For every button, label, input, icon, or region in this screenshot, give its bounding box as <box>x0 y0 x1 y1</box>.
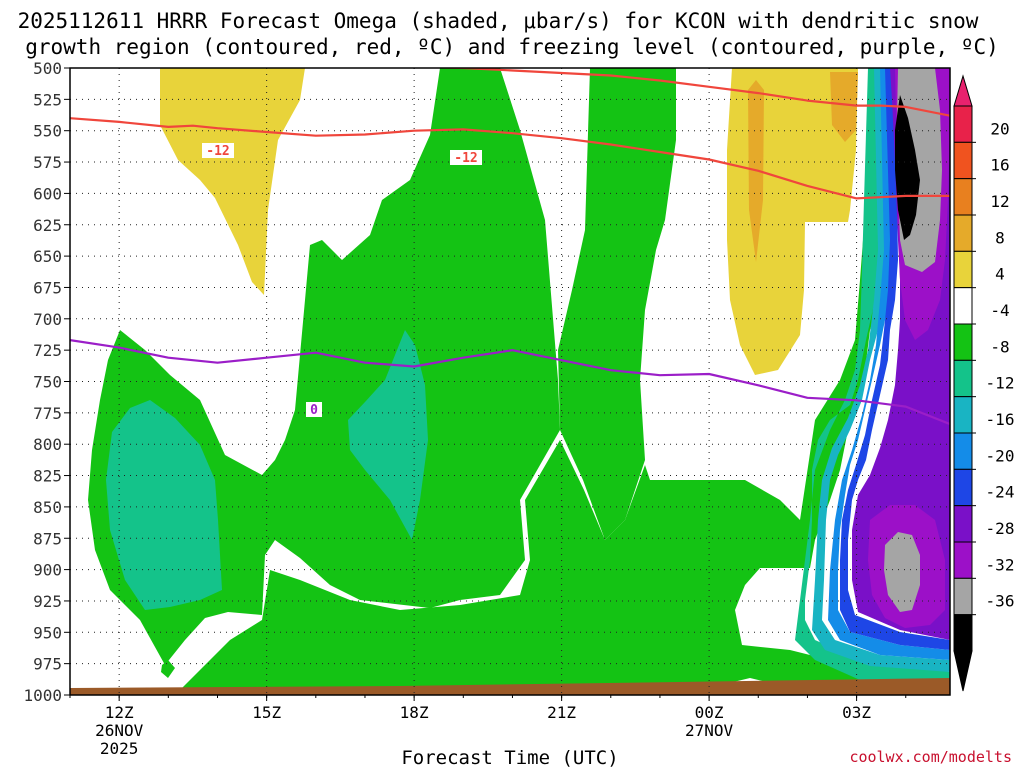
chart-title-line1: 2025112611 HRRR Forecast Omega (shaded, … <box>18 9 979 33</box>
chart-title-line2: growth region (contoured, red, ºC) and f… <box>25 35 999 59</box>
colorbar-segment <box>953 323 973 361</box>
omega-shade-teal-mid <box>348 330 428 540</box>
colorbar-label: -28 <box>986 519 1015 538</box>
contour-label-bg-3 <box>306 402 322 417</box>
y-tick-label: 550 <box>33 122 62 141</box>
omega-shade-black <box>895 95 920 240</box>
y-tick-label: 700 <box>33 310 62 329</box>
contour-dendritic-growth-top <box>421 68 950 117</box>
contour-dendritic-growth-bottom <box>70 117 950 200</box>
omega-shade-green-small <box>650 622 662 646</box>
contour-label-minus12-left: -12 <box>206 144 229 159</box>
y-tick-label: 950 <box>33 623 62 642</box>
colorbar-segment <box>953 468 973 507</box>
colorbar-label: 8 <box>995 228 1005 247</box>
omega-shade-teal-left <box>106 400 222 610</box>
contour-labels: -12 -12 0 <box>202 143 482 418</box>
y-tick-label: 725 <box>33 341 62 360</box>
x-tick-label: 18Z <box>400 703 429 722</box>
x-tick-label: 15Z <box>252 703 281 722</box>
colorbar-segment <box>953 505 973 543</box>
contour-lines <box>70 68 950 426</box>
colorbar-segment <box>953 432 973 470</box>
x-date-label: 27NOV <box>685 721 734 740</box>
y-axis: 500 525 550 575 600 625 650 675 700 725 750 775 800 8… <box>23 59 70 705</box>
omega-shading <box>70 68 950 695</box>
y-tick-label: 675 <box>33 278 62 297</box>
x-axis-title: Forecast Time (UTC) <box>401 747 618 768</box>
colorbar-label: -16 <box>986 410 1015 429</box>
omega-shade-gray-lower <box>884 532 920 612</box>
omega-shade-darkblue <box>840 68 950 650</box>
contour-freezing-level <box>70 339 950 426</box>
x-date-label: 26NOV <box>95 721 144 740</box>
colorbar-segment <box>953 250 973 289</box>
colorbar-segment <box>953 105 973 143</box>
y-tick-label: 925 <box>33 592 62 611</box>
x-tick-label: 00Z <box>695 703 724 722</box>
vertical-gridlines <box>118 68 858 695</box>
y-tick-label: 750 <box>33 373 62 392</box>
contour-label-zero: 0 <box>310 403 318 418</box>
colorbar-label: 20 <box>990 119 1009 138</box>
y-tick-label: 600 <box>33 184 62 203</box>
x-tick-label: 21Z <box>547 703 576 722</box>
colorbar-label: -36 <box>986 592 1015 611</box>
omega-shade-green-tick <box>161 660 175 678</box>
colorbar-label: 16 <box>990 156 1009 175</box>
x-tick-label: 12Z <box>105 703 134 722</box>
colorbar-segment <box>953 577 973 616</box>
plot-area: -12 -12 0 <box>69 67 951 696</box>
colorbar-label: -20 <box>986 446 1015 465</box>
contour-label-minus12-mid: -12 <box>454 151 477 166</box>
omega-shade-teal-right <box>795 68 950 690</box>
y-tick-label: 800 <box>33 435 62 454</box>
y-tick-label: 525 <box>33 90 62 109</box>
colorbar-segment <box>953 214 973 252</box>
colorbar-segment <box>953 396 973 434</box>
omega-shade-green-right <box>180 68 950 695</box>
colorbar-top-arrow <box>953 74 973 107</box>
colorbar-label: -32 <box>986 555 1015 574</box>
y-tick-label: 650 <box>33 247 62 266</box>
colorbar-label: -12 <box>986 374 1015 393</box>
colorbar-segment <box>953 541 973 579</box>
colorbar-segment <box>953 614 973 652</box>
y-tick-label: 575 <box>33 153 62 172</box>
colorbar-segment <box>953 141 973 180</box>
y-tick-label: 975 <box>33 655 62 674</box>
y-tick-label: 1000 <box>23 686 62 705</box>
omega-shade-yellow-left <box>160 68 305 295</box>
credit-text: coolwx.com/modelts <box>849 748 1012 766</box>
colorbar-bottom-arrow <box>953 650 973 692</box>
y-tick-label: 875 <box>33 529 62 548</box>
colorbar-label: -8 <box>990 337 1009 356</box>
contour-label-bg-1 <box>202 143 234 158</box>
omega-shade-green-upper <box>558 68 676 540</box>
omega-shade-orange-top <box>830 72 858 142</box>
colorbar-segment <box>953 287 973 325</box>
y-tick-label: 500 <box>33 59 62 78</box>
colorbar-segment <box>953 359 973 398</box>
y-tick-label: 825 <box>33 467 62 486</box>
x-tick-label: 03Z <box>842 703 871 722</box>
y-tick-label: 625 <box>33 216 62 235</box>
ground-terrain <box>70 678 950 695</box>
colorbar-label: 12 <box>990 192 1009 211</box>
y-tick-label: 775 <box>33 404 62 423</box>
colorbar-label: -4 <box>990 301 1009 320</box>
omega-shade-cyan <box>812 68 950 672</box>
y-tick-label: 850 <box>33 498 62 517</box>
colorbar-segment <box>953 178 973 216</box>
colorbar: 20 16 12 8 4 -4 -8 -12 -16 -20 -24 -28 -32 -36 <box>953 74 1015 692</box>
contour-label-bg-2 <box>450 150 482 165</box>
colorbar-label: -24 <box>986 483 1015 502</box>
x-year-label: 2025 <box>100 739 139 758</box>
colorbar-label: 4 <box>995 265 1005 284</box>
y-tick-label: 900 <box>33 561 62 580</box>
